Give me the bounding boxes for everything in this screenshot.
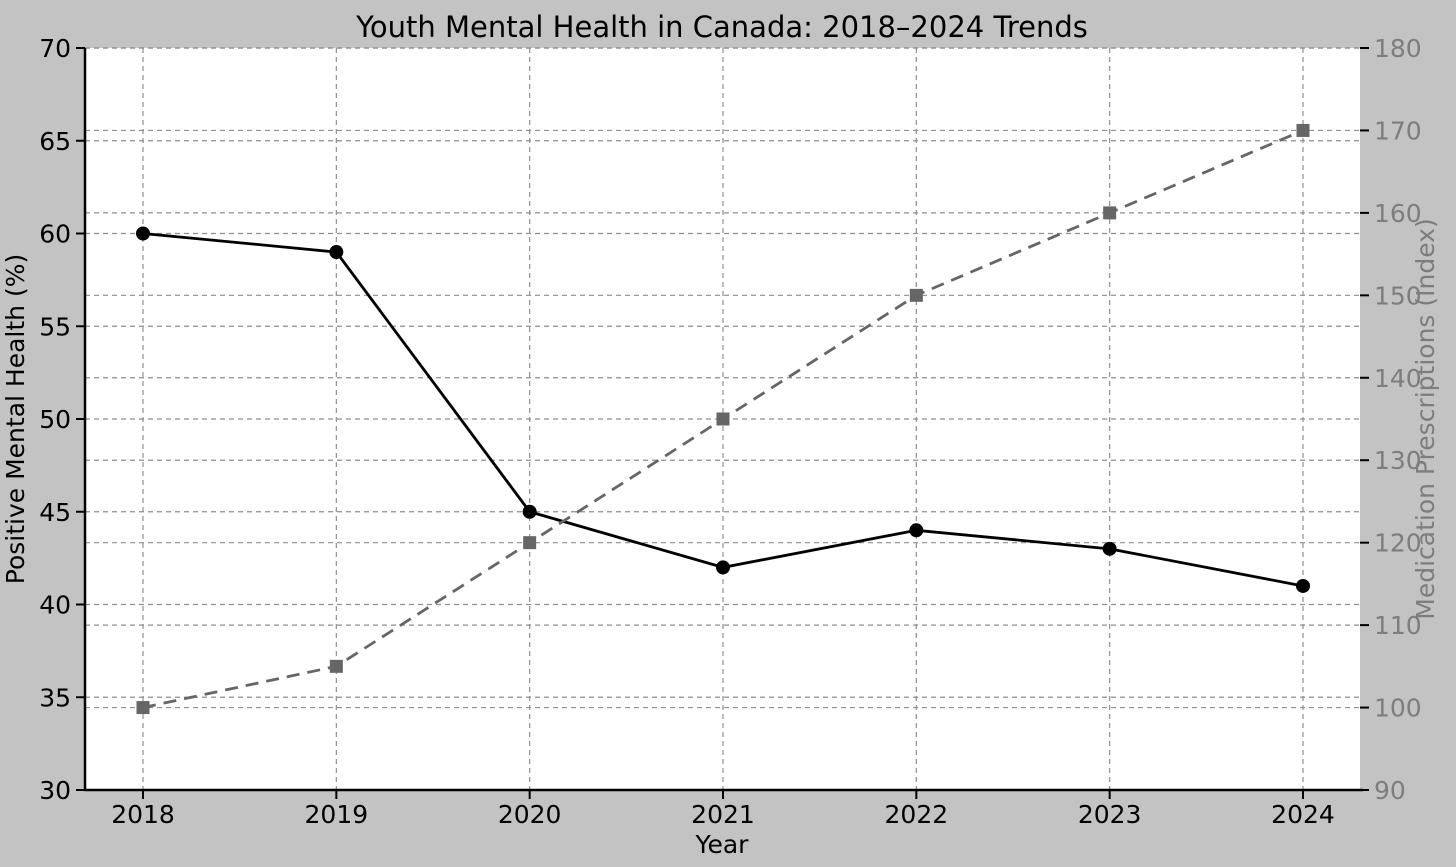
year-tick-label: 2020 (498, 800, 562, 829)
data-point-marker (329, 659, 343, 673)
right-tick-label: 120 (1374, 529, 1422, 558)
left-tick-label: 30 (39, 776, 71, 805)
data-point-marker (716, 412, 730, 426)
left-tick-label: 40 (39, 591, 71, 620)
left-y-axis-label: Positive Mental Health (%) (1, 254, 30, 584)
data-point-marker (1102, 541, 1117, 556)
data-point-marker (523, 536, 537, 550)
left-tick-label: 70 (39, 34, 71, 63)
year-tick-label: 2022 (885, 800, 949, 829)
data-point-marker (1296, 123, 1310, 137)
year-tick-label: 2023 (1078, 800, 1142, 829)
right-tick-label: 180 (1374, 34, 1422, 63)
right-tick-label: 160 (1374, 199, 1422, 228)
left-tick-label: 60 (39, 220, 71, 249)
year-tick-label: 2021 (691, 800, 755, 829)
right-tick-label: 170 (1374, 116, 1422, 145)
data-point-marker (136, 701, 150, 715)
year-tick-label: 2024 (1271, 800, 1335, 829)
data-point-marker (522, 504, 537, 519)
right-tick-label: 140 (1374, 364, 1422, 393)
chart-title: Youth Mental Health in Canada: 2018–2024… (355, 10, 1088, 44)
right-tick-label: 90 (1374, 776, 1406, 805)
x-axis-label: Year (695, 830, 750, 859)
left-tick-label: 55 (39, 312, 71, 341)
plot-area: 30 35 40 45 50 55 60 65 70 90 100 110 120 130 140 150 16… (39, 34, 1422, 829)
left-tick-label: 50 (39, 405, 71, 434)
right-tick-label: 130 (1374, 446, 1422, 475)
data-point-marker (329, 245, 344, 260)
left-tick-label: 65 (39, 127, 71, 156)
data-point-marker (909, 288, 923, 302)
right-y-axis-label: Medication Prescriptions (Index) (1411, 218, 1440, 619)
year-tick-label: 2019 (305, 800, 369, 829)
data-point-marker (1103, 206, 1117, 220)
data-point-marker (1295, 578, 1310, 593)
right-tick-label: 150 (1374, 281, 1422, 310)
data-point-marker (136, 226, 150, 241)
right-tick-label: 110 (1374, 611, 1422, 640)
data-point-marker (909, 523, 924, 538)
data-point-marker (715, 560, 730, 575)
right-tick-label: 100 (1374, 694, 1422, 723)
left-tick-label: 45 (39, 498, 71, 527)
left-tick-label: 35 (39, 683, 71, 712)
year-tick-label: 2018 (111, 800, 175, 829)
